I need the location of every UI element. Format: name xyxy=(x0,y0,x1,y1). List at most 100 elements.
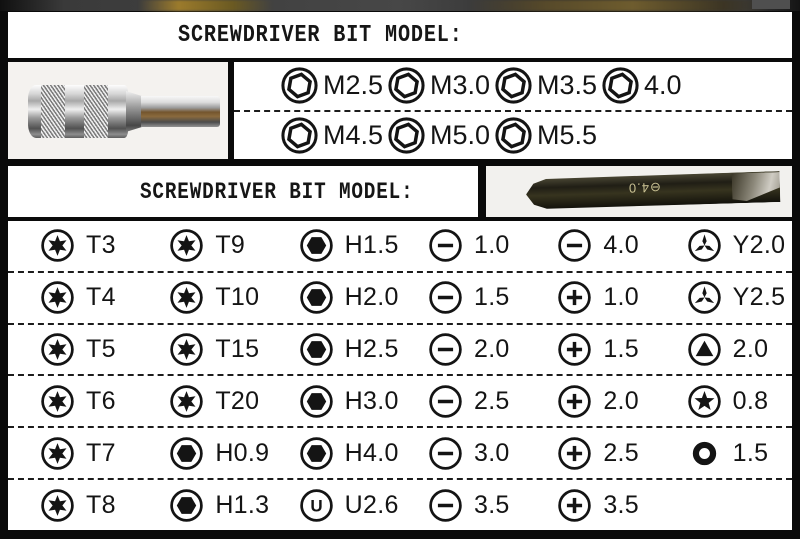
bit-label: T20 xyxy=(215,386,260,415)
panel-title: SCREWDRIVER BIT MODEL: xyxy=(140,178,414,205)
torx-icon xyxy=(40,228,75,263)
hex-socket-icon xyxy=(299,228,334,263)
bit-item: 3.0 xyxy=(400,436,529,471)
bit-label: 1.5 xyxy=(603,335,639,364)
phillips-icon xyxy=(557,332,592,367)
bit-label: U2.6 xyxy=(344,490,399,519)
adapter-body xyxy=(28,85,128,138)
y-type-icon xyxy=(687,280,722,315)
table-row: T7 H0.9 H4.0 3.0 2.5 1.5 xyxy=(8,426,792,478)
bit-item: 4.0 xyxy=(601,66,708,105)
torx-icon xyxy=(169,384,204,419)
bit-item: T3 xyxy=(12,228,141,263)
bit-size-table: T3 T9 H1.5 1.0 4.0 Y2.0 T4 T10 H2.0 1.5 1.0 Y2.5 T5 T… xyxy=(8,221,792,530)
bit-label: T10 xyxy=(215,283,260,312)
bit-label: 0.8 xyxy=(732,386,769,415)
bit-label: Y2.0 xyxy=(732,231,786,260)
bit-label: 3.5 xyxy=(473,490,510,519)
bit-item: T6 xyxy=(12,384,141,419)
bit-item: T7 xyxy=(12,436,141,471)
bit-item: U U2.6 xyxy=(271,488,400,523)
torx-icon xyxy=(169,228,204,263)
slotted-icon xyxy=(557,228,592,263)
bit-item: H0.9 xyxy=(141,436,270,471)
hex-nut-icon xyxy=(280,116,319,155)
photo-glare xyxy=(468,0,768,11)
bit-label: 2.0 xyxy=(603,386,639,415)
bit-item: M2.5 xyxy=(280,66,387,105)
pentalobe-icon xyxy=(687,384,722,419)
table-row: M2.5 M3.0 M3.5 4.0 xyxy=(234,62,792,110)
bit-label: H3.0 xyxy=(344,386,399,415)
bit-label: 1.0 xyxy=(603,283,639,312)
table-row: T4 T10 H2.0 1.5 1.0 Y2.5 xyxy=(8,270,792,323)
slotted-icon xyxy=(428,384,463,419)
torx-icon xyxy=(40,332,75,367)
bit-item: M5.0 xyxy=(387,116,494,155)
bit-item: T4 xyxy=(12,280,141,315)
bit-label: 3.0 xyxy=(473,438,510,467)
bit-label: 1.0 xyxy=(473,231,510,260)
u-type-icon: U xyxy=(299,488,334,523)
bit-label: H0.9 xyxy=(215,438,270,467)
hex-socket-icon xyxy=(299,436,334,471)
bit-label: 3.5 xyxy=(603,490,639,519)
bit-label: 2.0 xyxy=(732,335,769,364)
bit-label: M3.5 xyxy=(537,70,598,101)
bit-item: 1.5 xyxy=(400,280,529,315)
bit-label: 2.0 xyxy=(473,335,510,364)
hex-nut-size-panel: M2.5 M3.0 M3.5 4.0 M4.5 M5.0 M5.5 xyxy=(234,62,792,159)
hex-socket-icon xyxy=(299,332,334,367)
adapter-hex-shaft xyxy=(141,96,220,127)
bit-item: H1.3 xyxy=(141,488,270,523)
triangle-icon xyxy=(687,332,722,367)
bit-item: 2.5 xyxy=(529,436,658,471)
bit-item: 2.0 xyxy=(659,332,788,367)
flat-bit: ⊖4.0 xyxy=(526,171,781,210)
bit-item: T10 xyxy=(141,280,270,315)
ring-icon xyxy=(687,436,722,471)
bit-item: H4.0 xyxy=(271,436,400,471)
slotted-icon xyxy=(428,488,463,523)
bit-item: T5 xyxy=(12,332,141,367)
bit-item: H2.5 xyxy=(271,332,400,367)
bit-item: H1.5 xyxy=(271,228,400,263)
bit-label: T7 xyxy=(86,438,116,467)
table-row: T8 H1.3 U U2.6 3.5 3.5 xyxy=(8,478,792,530)
bit-item: T9 xyxy=(141,228,270,263)
torx-icon xyxy=(169,280,204,315)
hex-socket-icon xyxy=(169,436,204,471)
torx-icon xyxy=(40,280,75,315)
hex-socket-icon xyxy=(299,280,334,315)
bit-label: T4 xyxy=(86,283,116,312)
bit-item: 1.5 xyxy=(659,436,788,471)
slotted-icon xyxy=(428,436,463,471)
bit-label: H1.3 xyxy=(215,490,270,519)
knurl-texture xyxy=(41,85,65,138)
hex-nut-icon xyxy=(387,66,426,105)
bit-item: Y2.0 xyxy=(659,228,788,263)
bit-label: T15 xyxy=(215,335,260,364)
hex-nut-icon xyxy=(280,66,319,105)
bit-label: 4.0 xyxy=(603,231,639,260)
top-header-panel: SCREWDRIVER BIT MODEL: xyxy=(8,12,792,58)
knurl-texture xyxy=(84,85,108,138)
bit-item: T15 xyxy=(141,332,270,367)
phillips-icon xyxy=(557,384,592,419)
bit-label: M4.5 xyxy=(323,119,384,150)
bit-label: H2.0 xyxy=(344,283,399,312)
table-row: M4.5 M5.0 M5.5 xyxy=(234,109,792,160)
bit-item: 1.0 xyxy=(529,280,658,315)
bit-item: 0.8 xyxy=(659,384,788,419)
adapter-neck xyxy=(126,91,143,132)
panel-title: SCREWDRIVER BIT MODEL: xyxy=(178,21,463,49)
bit-label: H1.5 xyxy=(344,231,399,260)
bit-item: 2.0 xyxy=(400,332,529,367)
torx-icon xyxy=(40,488,75,523)
slotted-icon xyxy=(428,228,463,263)
slotted-icon xyxy=(428,280,463,315)
bit-item: 1.5 xyxy=(529,332,658,367)
photo-glare xyxy=(752,0,790,9)
bit-item: H3.0 xyxy=(271,384,400,419)
bit-item: M3.0 xyxy=(387,66,494,105)
